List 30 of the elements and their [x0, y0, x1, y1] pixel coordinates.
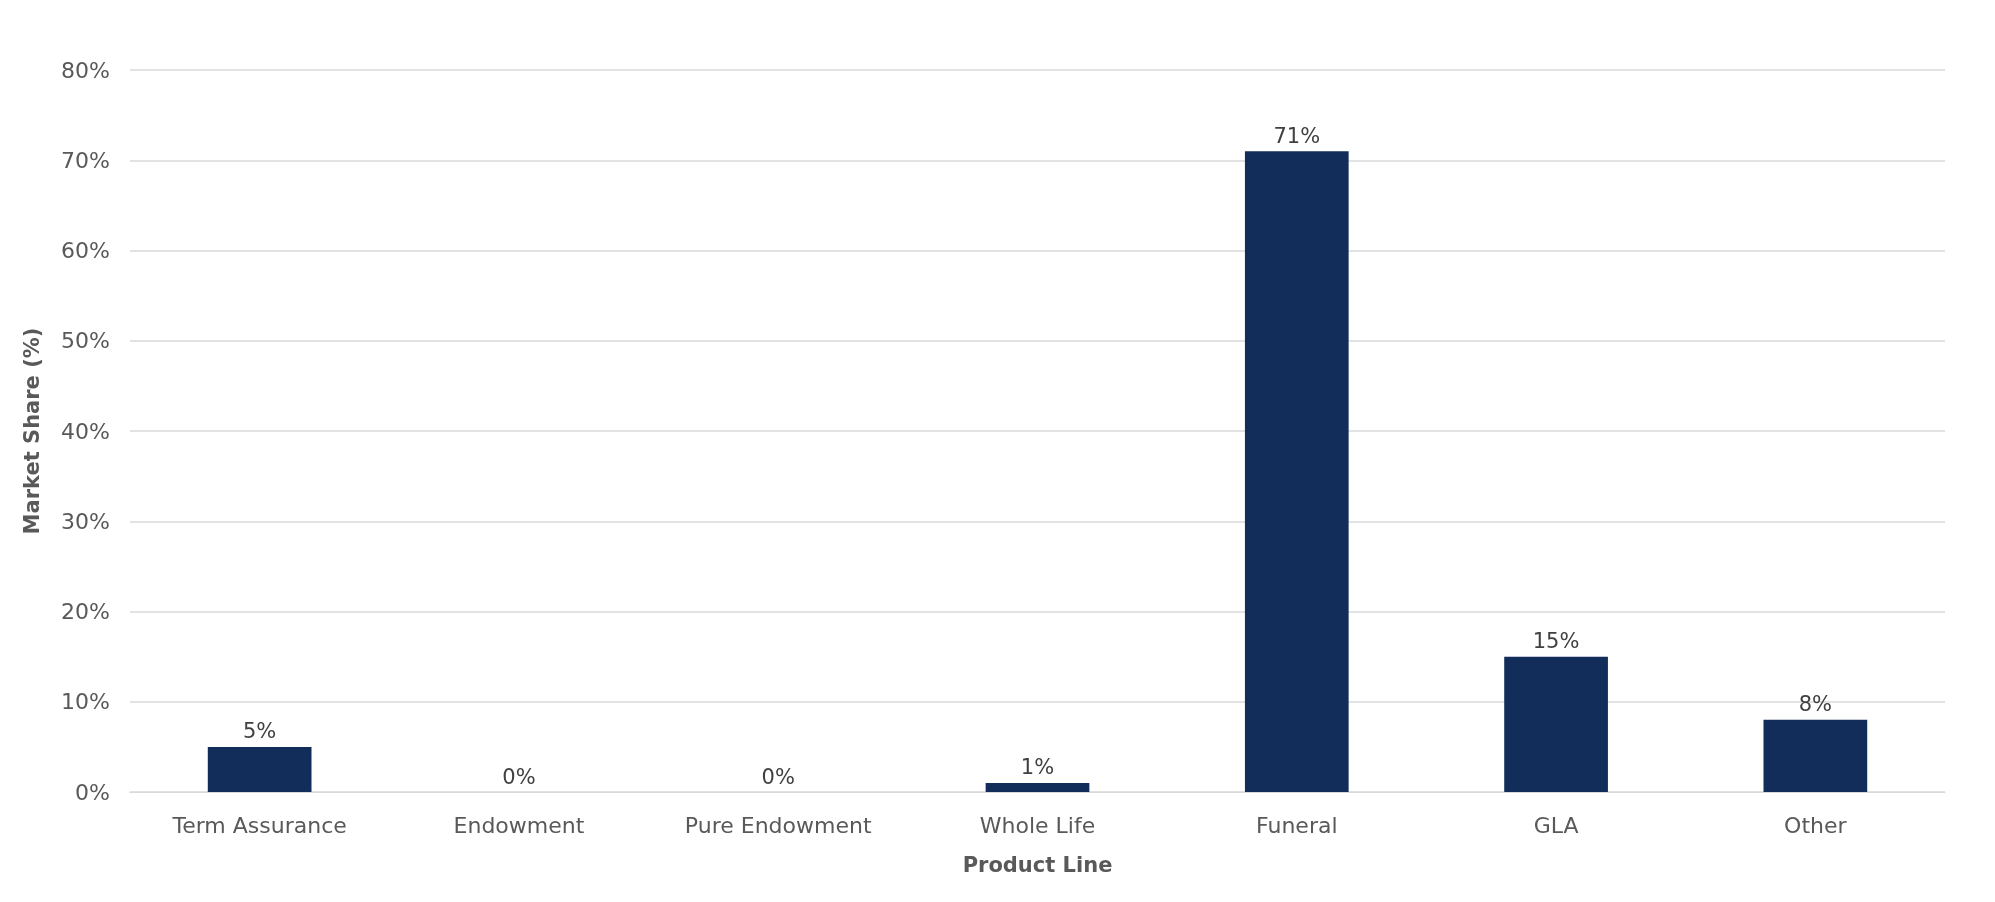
x-tick-label: Other [1784, 812, 1848, 838]
data-label: 1% [1020, 755, 1055, 780]
y-tick-label: 30% [61, 508, 110, 534]
x-tick-label: Funeral [1256, 812, 1338, 838]
x-tick-label: Term Assurance [171, 812, 347, 838]
y-tick-label: 40% [61, 418, 110, 444]
x-tick-label: Whole Life [979, 812, 1096, 838]
y-tick-label: 10% [61, 689, 110, 715]
data-label: 0% [761, 764, 795, 789]
x-tick-label: Endowment [453, 812, 585, 838]
data-label: 71% [1273, 123, 1321, 148]
y-tick-label: 60% [61, 238, 110, 263]
data-label: 0% [502, 764, 536, 789]
y-tick-label: 0% [75, 779, 110, 805]
x-axis-title: Product Line [962, 852, 1113, 877]
x-tick-label: GLA [1533, 812, 1579, 838]
bar [985, 782, 1090, 792]
y-axis-title: Market Share (%) [19, 327, 44, 535]
data-label: 15% [1532, 629, 1580, 654]
data-label: 5% [242, 719, 277, 744]
y-tick-label: 80% [61, 57, 110, 83]
bar [1504, 656, 1608, 792]
bar [1244, 151, 1349, 792]
y-tick-label: 70% [61, 147, 110, 173]
bar [207, 746, 312, 792]
bar [1763, 719, 1868, 792]
x-tick-label: Pure Endowment [684, 812, 872, 838]
y-tick-label: 20% [61, 599, 110, 624]
y-tick-label: 50% [61, 328, 110, 354]
data-label: 8% [1798, 692, 1833, 717]
